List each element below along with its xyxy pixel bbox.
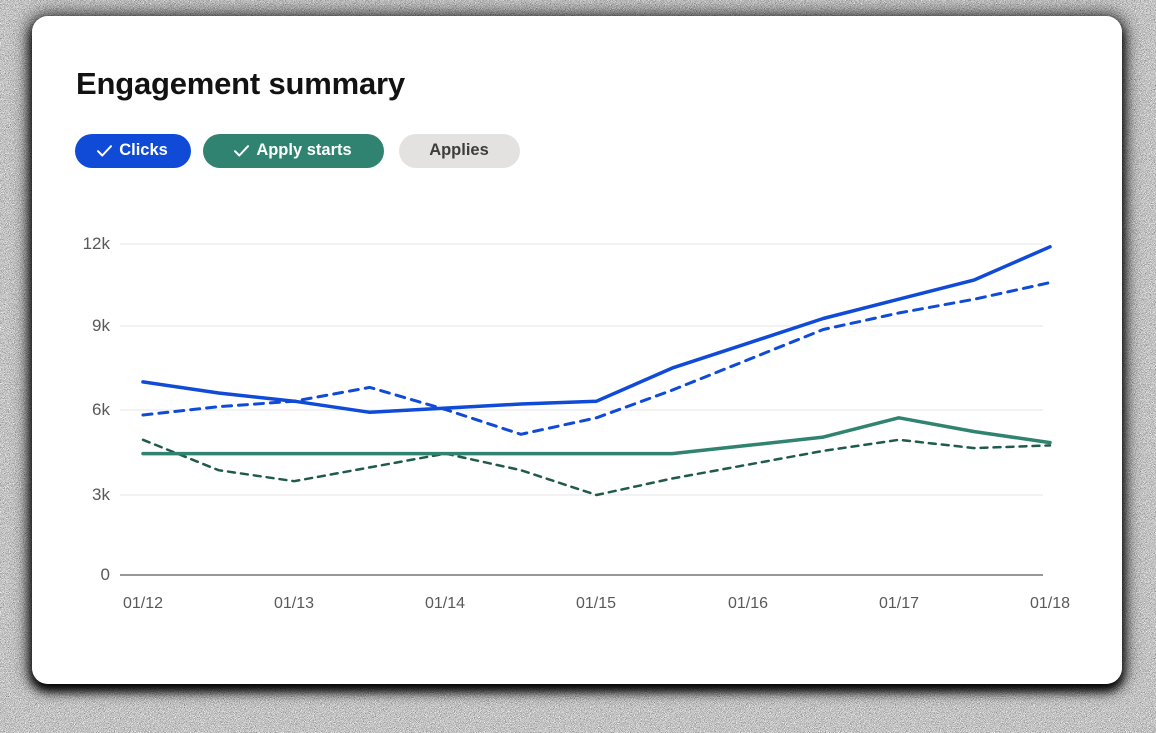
svg-text:12k: 12k [83, 234, 111, 253]
svg-text:01/17: 01/17 [879, 595, 919, 612]
svg-text:9k: 9k [92, 316, 110, 335]
svg-text:01/16: 01/16 [728, 595, 768, 612]
svg-text:01/18: 01/18 [1030, 595, 1070, 612]
svg-text:01/14: 01/14 [425, 595, 465, 612]
svg-text:0: 0 [101, 565, 110, 584]
svg-text:01/15: 01/15 [576, 595, 616, 612]
svg-text:01/13: 01/13 [274, 595, 314, 612]
svg-text:01/12: 01/12 [123, 595, 163, 612]
svg-text:3k: 3k [92, 485, 110, 504]
svg-text:6k: 6k [92, 400, 110, 419]
